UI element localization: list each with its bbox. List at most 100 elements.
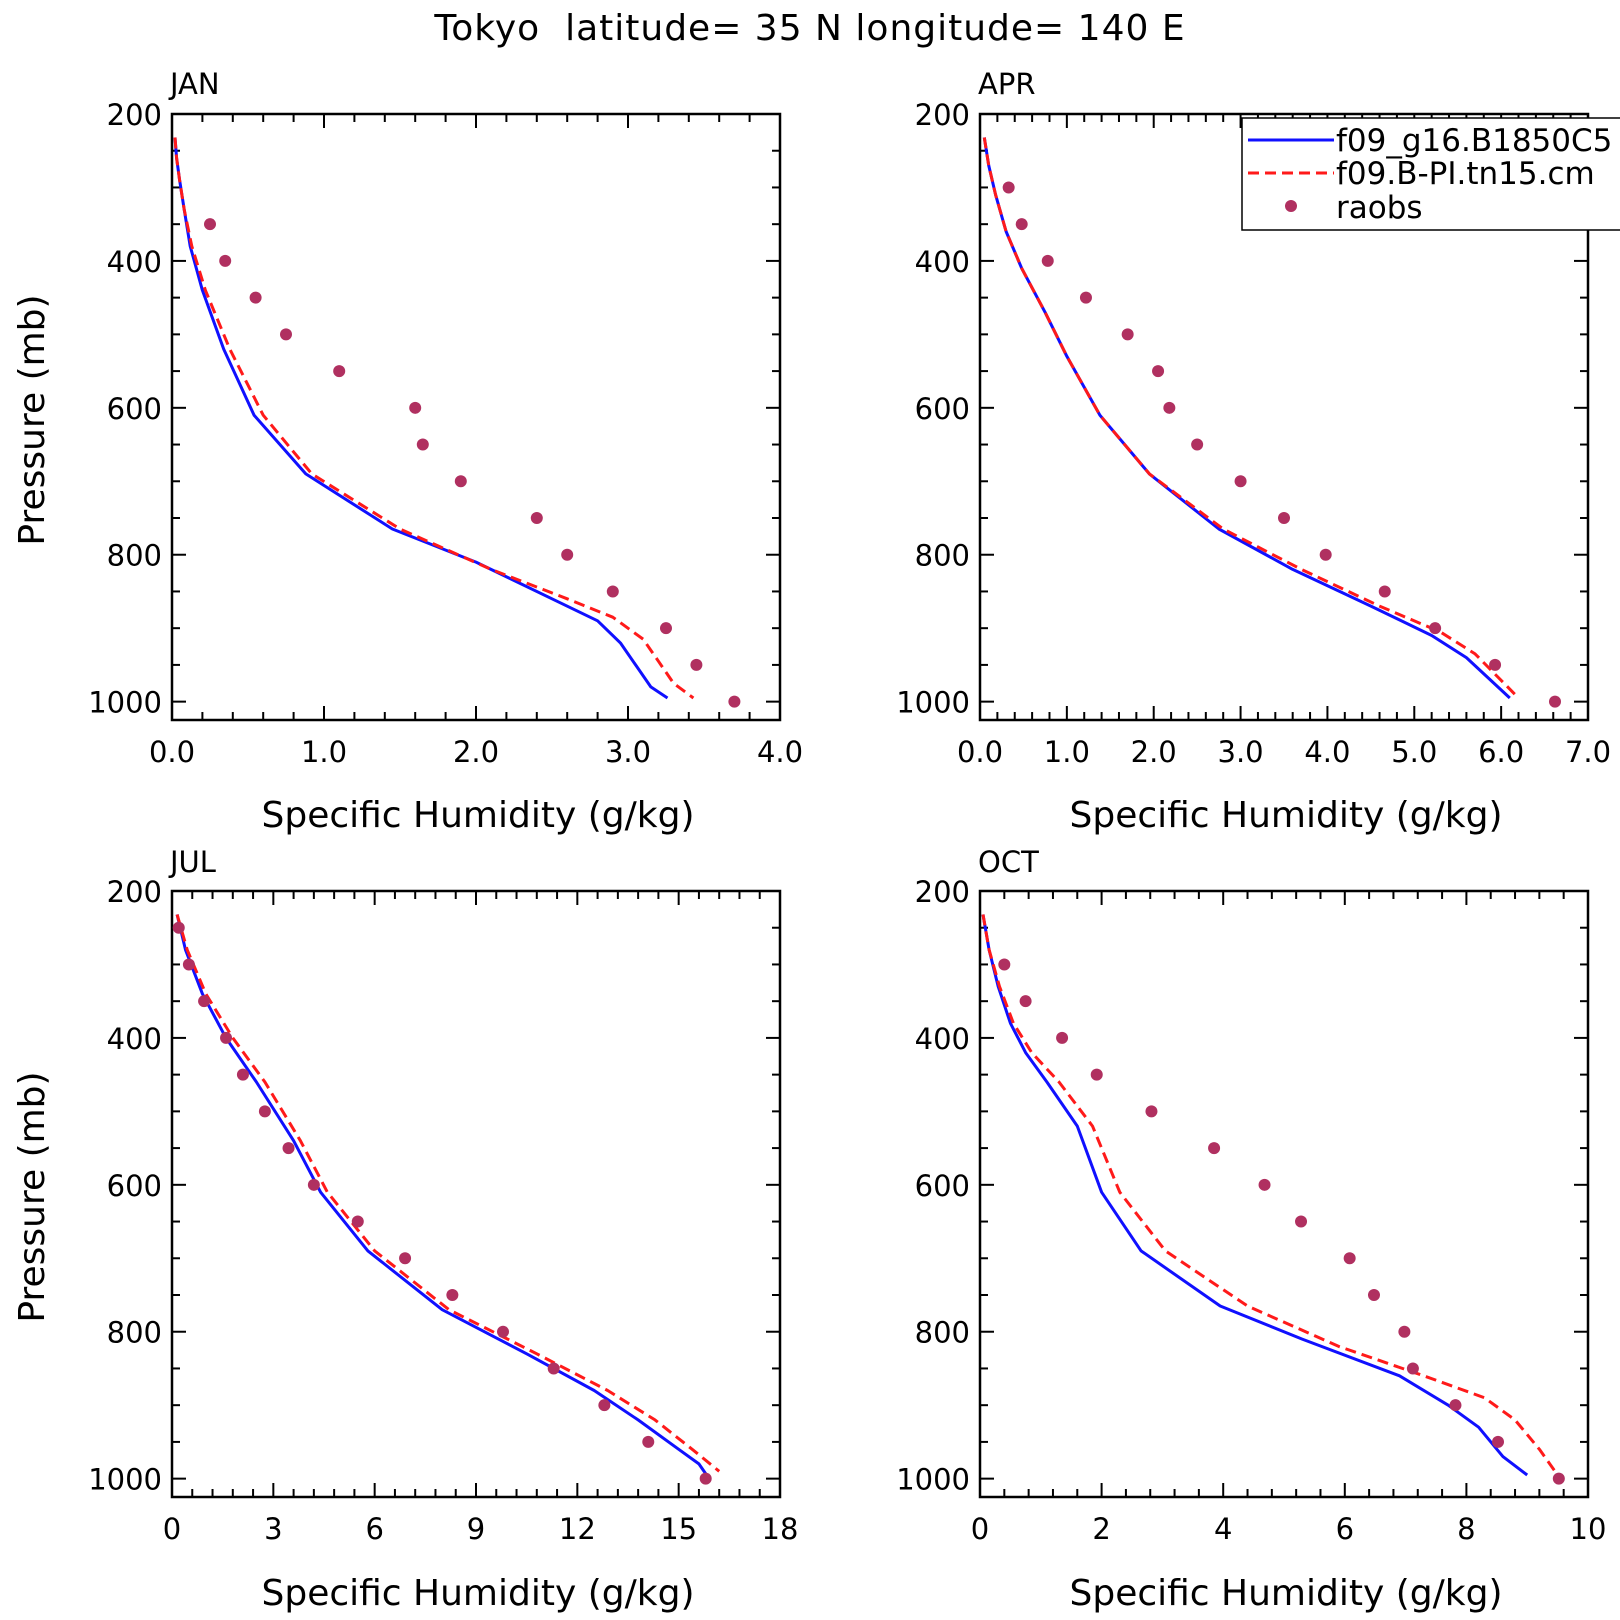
raobs-point: [998, 958, 1011, 971]
raobs-point: [1429, 622, 1442, 635]
raobs-point: [1191, 438, 1204, 451]
x-tick-label: 2.0: [453, 735, 499, 769]
x-tick-label: 6: [1336, 1512, 1354, 1546]
series-line-b-pi: [981, 914, 1559, 1476]
raobs-point: [1208, 1142, 1221, 1155]
raobs-point: [1002, 181, 1015, 194]
raobs-point: [660, 622, 672, 635]
raobs-point: [249, 291, 262, 304]
x-tick-label: 3.0: [1218, 735, 1264, 769]
legend: f09_g16.B1850C5 f09.B-PI.tn15.cm raobs: [1241, 117, 1620, 231]
y-tick-label: 800: [915, 539, 970, 573]
raobs-point: [1449, 1399, 1462, 1412]
raobs-point: [220, 1031, 233, 1044]
raobs-point: [1378, 585, 1391, 598]
raobs-point: [219, 254, 232, 267]
x-tick-label: 7.0: [1565, 735, 1611, 769]
x-tick-label: 4.0: [757, 735, 803, 769]
x-tick-label: 12: [559, 1512, 596, 1546]
raobs-point: [351, 1215, 364, 1228]
raobs-point: [333, 365, 346, 378]
raobs-point: [642, 1435, 655, 1448]
plot-frame: [170, 889, 782, 1499]
raobs-point: [1492, 1435, 1505, 1448]
x-tick-label: 10: [1570, 1512, 1607, 1546]
panel-jul: JUL Specific Humidity (g/kg) Pressure (m…: [12, 845, 798, 1614]
panel-oct: OCT Specific Humidity (g/kg) 20040060080…: [896, 845, 1606, 1614]
x-tick-label: 5.0: [1391, 735, 1437, 769]
raobs-point: [606, 585, 619, 598]
raobs-point: [1090, 1068, 1103, 1081]
raobs-point: [497, 1325, 510, 1338]
figure-title: Tokyo latitude= 35 N longitude= 140 E: [433, 8, 1185, 49]
raobs-point: [1319, 548, 1332, 561]
y-tick-label: 1000: [88, 686, 162, 720]
series-line-b-pi: [982, 137, 1520, 700]
y-tick-label: 400: [915, 245, 970, 279]
x-tick-label: 2.0: [1131, 735, 1177, 769]
y-tick-label: 1000: [896, 1463, 970, 1497]
y-tick-label: 200: [915, 875, 970, 909]
x-tick-label: 2: [1092, 1512, 1110, 1546]
raobs-point: [446, 1289, 459, 1301]
legend-label: raobs: [1336, 190, 1423, 226]
raobs-point: [1295, 1215, 1308, 1228]
raobs-point: [561, 548, 574, 561]
series-line-b1850c5: [175, 914, 711, 1480]
series-line-b1850c5: [173, 137, 669, 700]
raobs-point: [172, 921, 185, 934]
plot-area: [170, 889, 782, 1499]
raobs-point: [280, 328, 292, 341]
raobs-point: [1041, 254, 1054, 267]
raobs-point: [1056, 1031, 1069, 1044]
x-tick-label: 1.0: [301, 735, 347, 769]
raobs-point: [409, 401, 422, 414]
y-tick-label: 800: [915, 1316, 970, 1350]
raobs-point: [282, 1142, 295, 1155]
raobs-point: [1145, 1105, 1158, 1118]
raobs-point: [454, 475, 467, 488]
x-tick-label: 15: [660, 1512, 697, 1546]
y-tick-label: 400: [915, 1022, 970, 1056]
raobs-point: [182, 958, 195, 971]
x-tick-label: 0.0: [957, 735, 1003, 769]
x-tick-label: 4: [1214, 1512, 1232, 1546]
raobs-point: [236, 1068, 249, 1081]
raobs-point: [1278, 512, 1290, 524]
raobs-point: [204, 218, 216, 231]
y-axis-label: Pressure (mb): [12, 294, 53, 545]
panel-title: JAN: [168, 67, 220, 101]
series-line-b-pi: [173, 137, 695, 700]
x-tick-label: 9: [467, 1512, 485, 1546]
plot-area: [978, 112, 1590, 722]
raobs-point: [1258, 1178, 1271, 1191]
legend-label: f09_g16.B1850C5: [1336, 123, 1612, 159]
series-line-b1850c5: [981, 914, 1529, 1477]
x-tick-label: 0: [971, 1512, 989, 1546]
raobs-point: [1343, 1252, 1356, 1265]
x-tick-label: 3: [264, 1512, 282, 1546]
x-tick-label: 6.0: [1478, 735, 1524, 769]
y-tick-label: 400: [107, 245, 162, 279]
raobs-point: [699, 1472, 712, 1485]
x-tick-label: 1.0: [1044, 735, 1090, 769]
plot-area: [170, 112, 782, 722]
x-tick-label: 0: [163, 1512, 181, 1546]
series-line-b-pi: [175, 914, 721, 1473]
raobs-point: [1015, 218, 1028, 231]
panel-jan: JAN Specific Humidity (g/kg) Pressure (m…: [12, 67, 803, 836]
raobs-point: [1552, 1472, 1565, 1485]
raobs-point: [1367, 1289, 1380, 1301]
x-axis-label: Specific Humidity (g/kg): [1069, 1573, 1502, 1614]
raobs-point: [198, 995, 211, 1008]
legend-label: f09.B-PI.tn15.cm: [1336, 156, 1595, 192]
raobs-point: [416, 438, 429, 451]
x-tick-label: 8: [1457, 1512, 1475, 1546]
x-axis-label: Specific Humidity (g/kg): [1069, 795, 1502, 836]
x-tick-label: 6: [365, 1512, 383, 1546]
y-tick-label: 600: [915, 1169, 970, 1203]
x-tick-label: 18: [762, 1512, 799, 1546]
raobs-point: [1548, 695, 1561, 708]
y-tick-label: 1000: [88, 1463, 162, 1497]
